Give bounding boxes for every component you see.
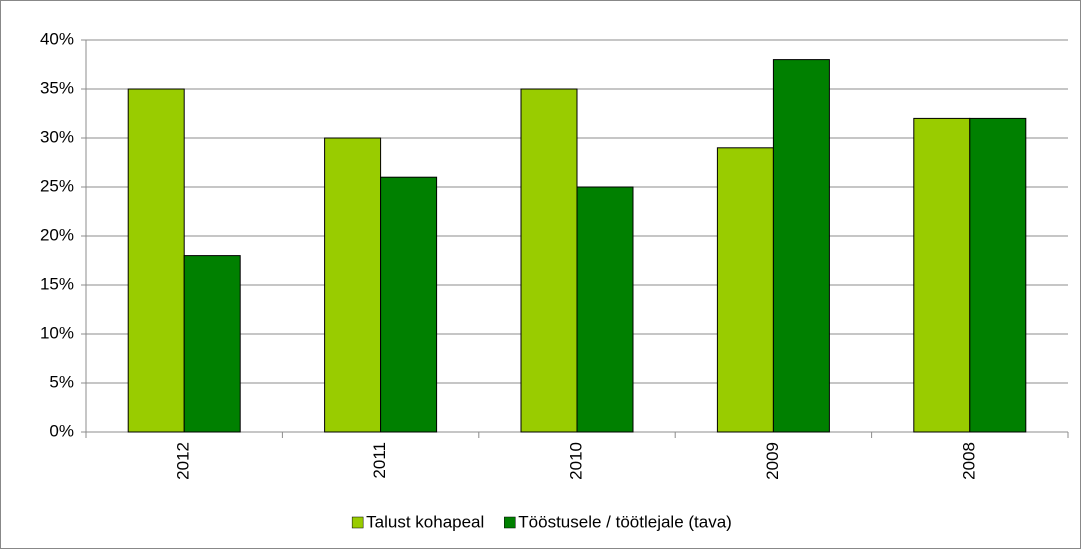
y-tick-label: 30% bbox=[40, 127, 74, 146]
bar bbox=[127, 88, 185, 433]
x-tick-label: 2011 bbox=[370, 442, 389, 479]
x-tick-label: 2009 bbox=[763, 442, 782, 480]
y-tick-label: 35% bbox=[40, 78, 74, 97]
x-tick-label: 2012 bbox=[174, 442, 193, 480]
y-tick-label: 20% bbox=[40, 225, 74, 244]
bar bbox=[183, 255, 241, 433]
x-tick-label: 2008 bbox=[959, 442, 978, 480]
bar bbox=[380, 176, 438, 433]
bar bbox=[520, 88, 578, 433]
y-tick-label: 40% bbox=[40, 29, 74, 48]
legend-swatch bbox=[504, 516, 516, 529]
y-tick-label: 5% bbox=[49, 372, 74, 391]
bar bbox=[913, 117, 971, 433]
bar bbox=[716, 147, 774, 433]
y-tick-label: 10% bbox=[40, 323, 74, 342]
bar bbox=[576, 186, 634, 433]
legend-swatch bbox=[351, 516, 364, 529]
x-tick-label: 2010 bbox=[566, 442, 585, 480]
legend-label: Tööstusele / töötlejale (tava) bbox=[518, 512, 732, 531]
legend: Talust kohapeal Tööstusele / töötlejale (… bbox=[351, 512, 732, 531]
bar bbox=[772, 59, 830, 433]
y-tick-label: 25% bbox=[40, 176, 74, 195]
y-tick-label: 0% bbox=[49, 421, 74, 440]
bar bbox=[324, 137, 382, 433]
legend-label: Talust kohapeal bbox=[366, 512, 484, 531]
bar bbox=[969, 117, 1027, 433]
y-tick-label: 15% bbox=[40, 274, 74, 293]
